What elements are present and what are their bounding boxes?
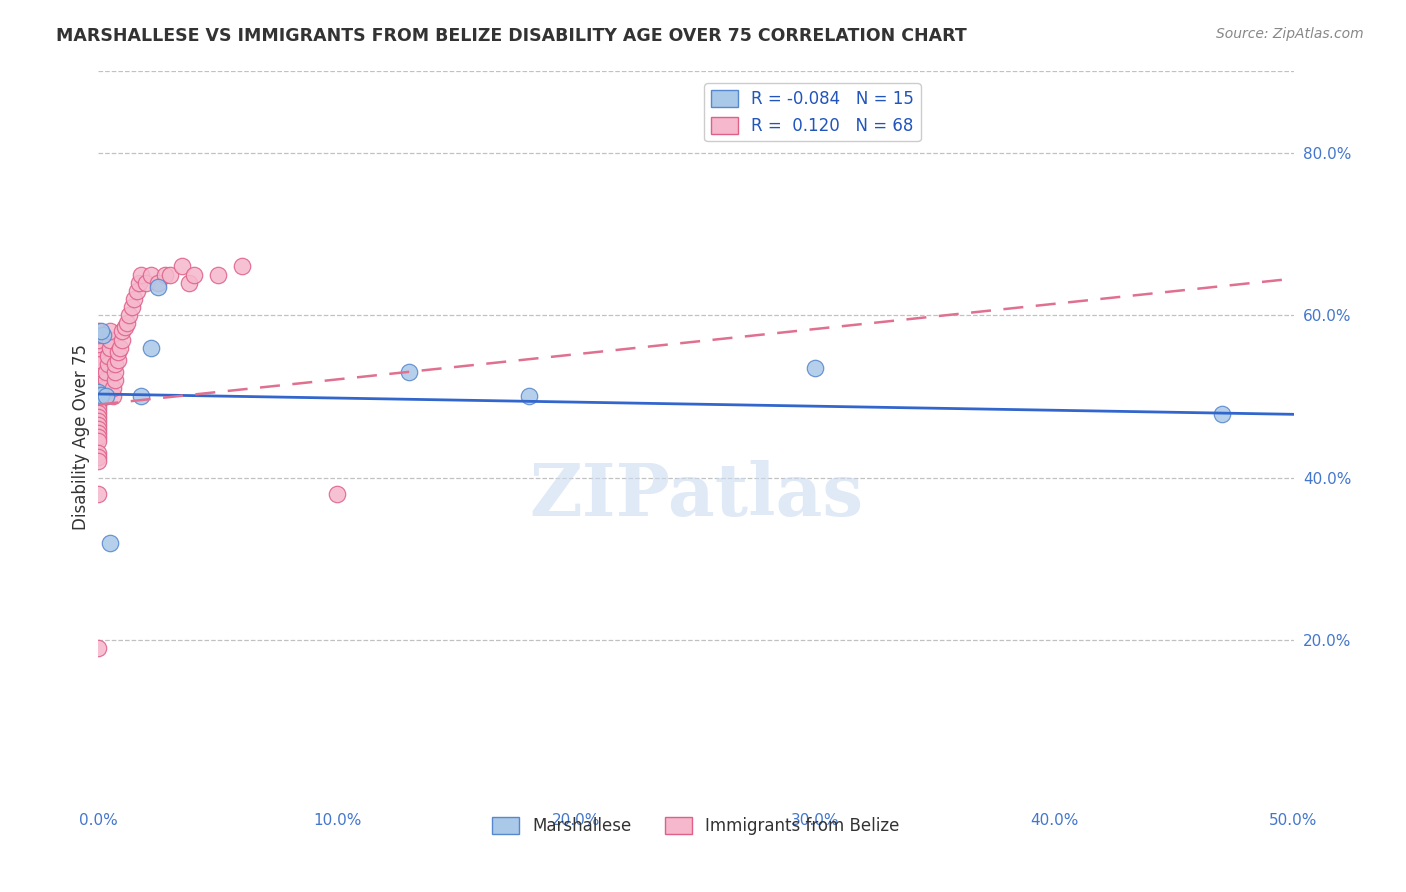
Point [87, 328, 110, 343]
Point [135, 276, 157, 290]
Point [128, 276, 150, 290]
Legend: Marshallese, Immigrants from Belize: Marshallese, Immigrants from Belize [486, 811, 905, 842]
Point [97, 357, 120, 371]
Point [115, 316, 138, 330]
Point [125, 284, 148, 298]
Point [87, 325, 110, 339]
Point [87, 417, 110, 432]
Point [87, 357, 110, 371]
Point [87, 373, 110, 387]
Point [87, 487, 110, 501]
Point [148, 279, 170, 293]
Point [207, 268, 229, 282]
Point [179, 276, 201, 290]
Point [87, 414, 110, 428]
Point [87, 446, 110, 460]
Point [183, 268, 205, 282]
Point [87, 401, 110, 416]
Point [94, 373, 117, 387]
Point [87, 385, 110, 400]
Point [87, 454, 110, 468]
Point [87, 406, 110, 420]
Point [87, 389, 110, 403]
Point [104, 373, 127, 387]
Point [114, 320, 136, 334]
Point [87, 430, 110, 444]
Point [108, 341, 131, 355]
Point [87, 333, 110, 347]
Text: MARSHALLESE VS IMMIGRANTS FROM BELIZE DISABILITY AGE OVER 75 CORRELATION CHART: MARSHALLESE VS IMMIGRANTS FROM BELIZE DI… [56, 27, 967, 45]
Point [111, 325, 134, 339]
Point [121, 300, 143, 314]
Point [87, 381, 110, 395]
Point [94, 381, 117, 395]
Point [87, 398, 110, 412]
Point [87, 377, 110, 392]
Point [398, 365, 420, 379]
Point [1211, 407, 1233, 421]
Point [87, 369, 110, 384]
Point [159, 268, 181, 282]
Point [104, 365, 127, 379]
Point [101, 381, 124, 395]
Point [139, 268, 162, 282]
Point [148, 276, 170, 290]
Point [118, 308, 141, 322]
Point [87, 409, 110, 424]
Point [91, 328, 114, 343]
Y-axis label: Disability Age Over 75: Disability Age Over 75 [72, 344, 90, 530]
Point [111, 333, 134, 347]
Point [155, 268, 177, 282]
Point [98, 325, 122, 339]
Point [124, 292, 146, 306]
Point [326, 487, 349, 501]
Point [104, 357, 127, 371]
Point [97, 349, 120, 363]
Point [94, 389, 117, 403]
Point [94, 389, 117, 403]
Point [131, 389, 153, 403]
Point [139, 341, 162, 355]
Point [172, 260, 194, 274]
Point [87, 450, 110, 465]
Point [87, 352, 110, 367]
Point [87, 425, 110, 440]
Point [107, 352, 129, 367]
Point [87, 641, 110, 656]
Point [87, 361, 110, 376]
Text: Source: ZipAtlas.com: Source: ZipAtlas.com [1216, 27, 1364, 41]
Point [87, 336, 110, 351]
Point [87, 434, 110, 449]
Point [87, 341, 110, 355]
Point [231, 260, 253, 274]
Point [98, 535, 122, 549]
Point [804, 361, 827, 376]
Point [90, 389, 112, 403]
Point [517, 389, 540, 403]
Point [87, 365, 110, 379]
Point [87, 422, 110, 436]
Point [90, 388, 112, 402]
Point [101, 389, 124, 403]
Point [94, 365, 117, 379]
Point [107, 344, 129, 359]
Point [98, 333, 122, 347]
Point [87, 385, 110, 400]
Point [87, 389, 110, 403]
Point [90, 325, 112, 339]
Point [131, 268, 153, 282]
Text: ZIPatlas: ZIPatlas [529, 460, 863, 531]
Point [98, 341, 122, 355]
